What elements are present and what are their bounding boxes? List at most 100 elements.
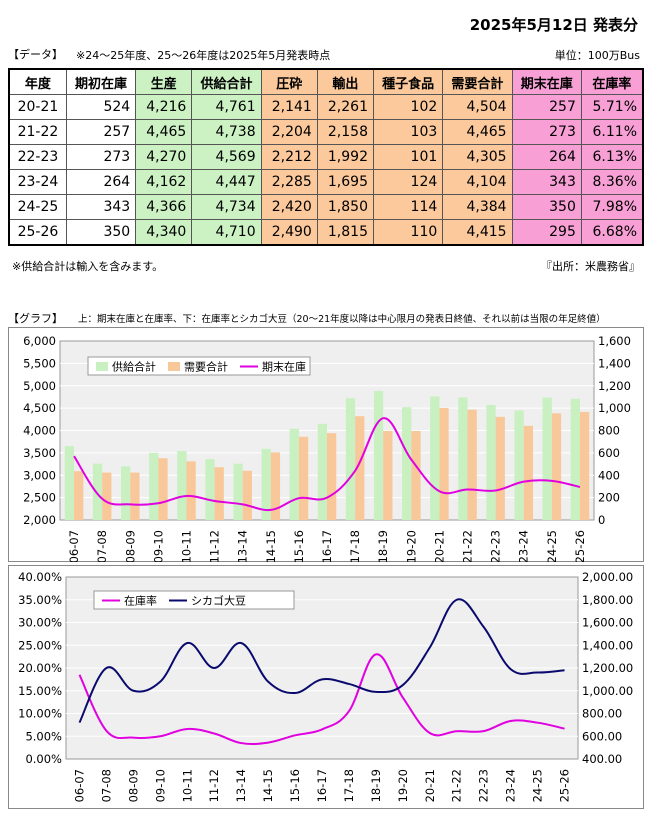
table-cell: 4,384: [442, 194, 513, 220]
bar: [177, 451, 187, 520]
table-cell: 350: [65, 219, 137, 246]
data-note: ※24～25年度、25～26年度は2025年5月発表時点: [76, 49, 331, 62]
series-line: [78, 598, 565, 724]
table-cell: 257: [65, 119, 137, 145]
y-right-tick: 1,600: [598, 334, 631, 348]
bar: [327, 433, 337, 520]
bar: [317, 423, 327, 520]
table-cell: 343: [511, 169, 582, 195]
series-line: [78, 653, 565, 746]
y-left-tick: 5.00%: [25, 729, 62, 743]
table-cell: 2,212: [260, 144, 318, 170]
table-cell: 295: [511, 219, 582, 246]
table-row: 25-26 350 4,340 4,710 2,490 1,815 110 4,415 295 6…: [8, 219, 644, 246]
y-right-tick: 1,200: [598, 379, 631, 393]
table-cell: 4,465: [135, 119, 193, 145]
table-header-3: 供給合計: [191, 68, 262, 95]
table-header-6: 種子食品: [372, 68, 444, 95]
table-row: 20-21 524 4,216 4,761 2,141 2,261 102 4,504 257 5…: [8, 94, 644, 120]
bar: [411, 430, 421, 520]
bar: [542, 397, 552, 520]
x-tick: 14-15: [264, 530, 278, 562]
table-cell: 524: [65, 94, 137, 120]
x-tick: 07-08: [99, 769, 113, 802]
table-cell: 4,504: [442, 94, 513, 120]
y-left-tick: 20.00%: [18, 661, 62, 675]
bar: [120, 466, 131, 520]
y-right-tick: 800: [598, 424, 620, 438]
x-tick: 07-08: [95, 530, 109, 562]
bar: [458, 397, 468, 520]
bar: [523, 425, 534, 520]
x-tick: 18-19: [376, 530, 390, 562]
table-cell: 4,366: [135, 194, 193, 220]
series-line: [73, 417, 581, 512]
table-cell: 6.11%: [580, 119, 644, 145]
table-row: 22-23 273 4,270 4,569 2,212 1,992 101 4,305 264 6…: [8, 144, 644, 170]
x-tick: 08-09: [123, 530, 137, 562]
table-cell: 101: [372, 144, 444, 170]
x-tick: 11-12: [207, 769, 221, 802]
x-tick: 25-26: [573, 530, 587, 562]
table-cell: 4,216: [135, 94, 193, 120]
y-right-tick: 1,000.00: [582, 684, 633, 698]
y-left-tick: 40.00%: [18, 570, 62, 584]
legend-box: [87, 356, 311, 376]
x-tick: 08-09: [126, 769, 140, 802]
y-right-tick: 1,600.00: [582, 616, 633, 630]
y-left-tick: 15.00%: [18, 684, 62, 698]
bar: [298, 436, 309, 520]
table-cell: 20-21: [8, 94, 67, 120]
bar: [261, 448, 271, 520]
y-right-tick: 200: [598, 491, 620, 505]
x-tick: 16-17: [320, 530, 334, 562]
table-cell: 110: [372, 219, 444, 246]
bar: [439, 407, 449, 520]
bar: [233, 463, 243, 520]
table-cell: 2,204: [260, 119, 318, 145]
table-cell: 23-24: [8, 169, 67, 195]
bar: [402, 407, 412, 520]
table-cell: 264: [511, 144, 582, 170]
x-tick: 10-11: [179, 530, 193, 562]
y-right-tick: 400.00: [582, 752, 622, 766]
table-cell: 6.13%: [580, 144, 644, 170]
y-right-tick: 1,400.00: [582, 638, 633, 652]
table-cell: 4,710: [191, 219, 262, 246]
table-row: 24-25 343 4,366 4,734 2,420 1,850 114 4,384 350 7…: [8, 194, 644, 220]
table-cell: 4,447: [191, 169, 262, 195]
table-cell: 1,815: [316, 219, 374, 246]
y-left-tick: 2,500: [23, 491, 56, 505]
x-tick: 20-21: [423, 769, 437, 802]
bar: [383, 430, 393, 520]
table-cell: 6.68%: [580, 219, 644, 246]
table-header-8: 期末在庫: [511, 68, 582, 95]
legend-label: 在庫率: [124, 594, 157, 608]
legend-label: 期末在庫: [262, 360, 306, 374]
y-left-tick: 4,000: [23, 424, 56, 438]
y-left-tick: 5,500: [23, 356, 56, 370]
table-cell: 24-25: [8, 194, 67, 220]
x-tick: 16-17: [315, 769, 329, 802]
legend-box: [93, 590, 295, 610]
y-left-tick: 0.00%: [25, 752, 62, 766]
table-header-9: 在庫率: [580, 68, 644, 95]
x-tick: 21-22: [450, 769, 464, 802]
y-left-tick: 25.00%: [18, 638, 62, 652]
bar: [373, 391, 384, 520]
bar: [92, 463, 103, 520]
x-tick: 10-11: [180, 769, 194, 802]
bar: [130, 472, 140, 520]
y-right-tick: 0: [598, 513, 605, 527]
table-cell: 2,141: [260, 94, 318, 120]
bar: [242, 470, 252, 520]
y-right-tick: 600: [598, 446, 620, 460]
table-header-row: 年度 期初在庫 生産 供給合計 圧砕 輸出 種子食品 需要合計 期末在庫 在庫率: [8, 68, 644, 95]
y-right-tick: 1,800.00: [582, 593, 633, 607]
x-tick: 23-24: [517, 530, 531, 562]
legend-label: 供給合計: [112, 360, 156, 374]
table-cell: 343: [65, 194, 137, 220]
x-tick: 25-26: [558, 769, 572, 802]
bar: [355, 416, 365, 520]
x-tick: 09-10: [153, 769, 167, 802]
